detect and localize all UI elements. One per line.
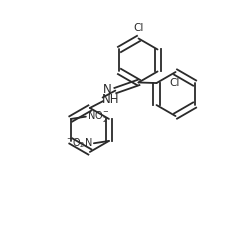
Text: N: N [103, 83, 112, 96]
Text: Cl: Cl [169, 78, 180, 88]
Text: $^{−}$O$_2$N: $^{−}$O$_2$N [66, 136, 93, 150]
Text: NH: NH [102, 93, 119, 106]
Text: Cl: Cl [133, 23, 144, 33]
Text: NO$_2^{−}$: NO$_2^{−}$ [87, 109, 109, 124]
